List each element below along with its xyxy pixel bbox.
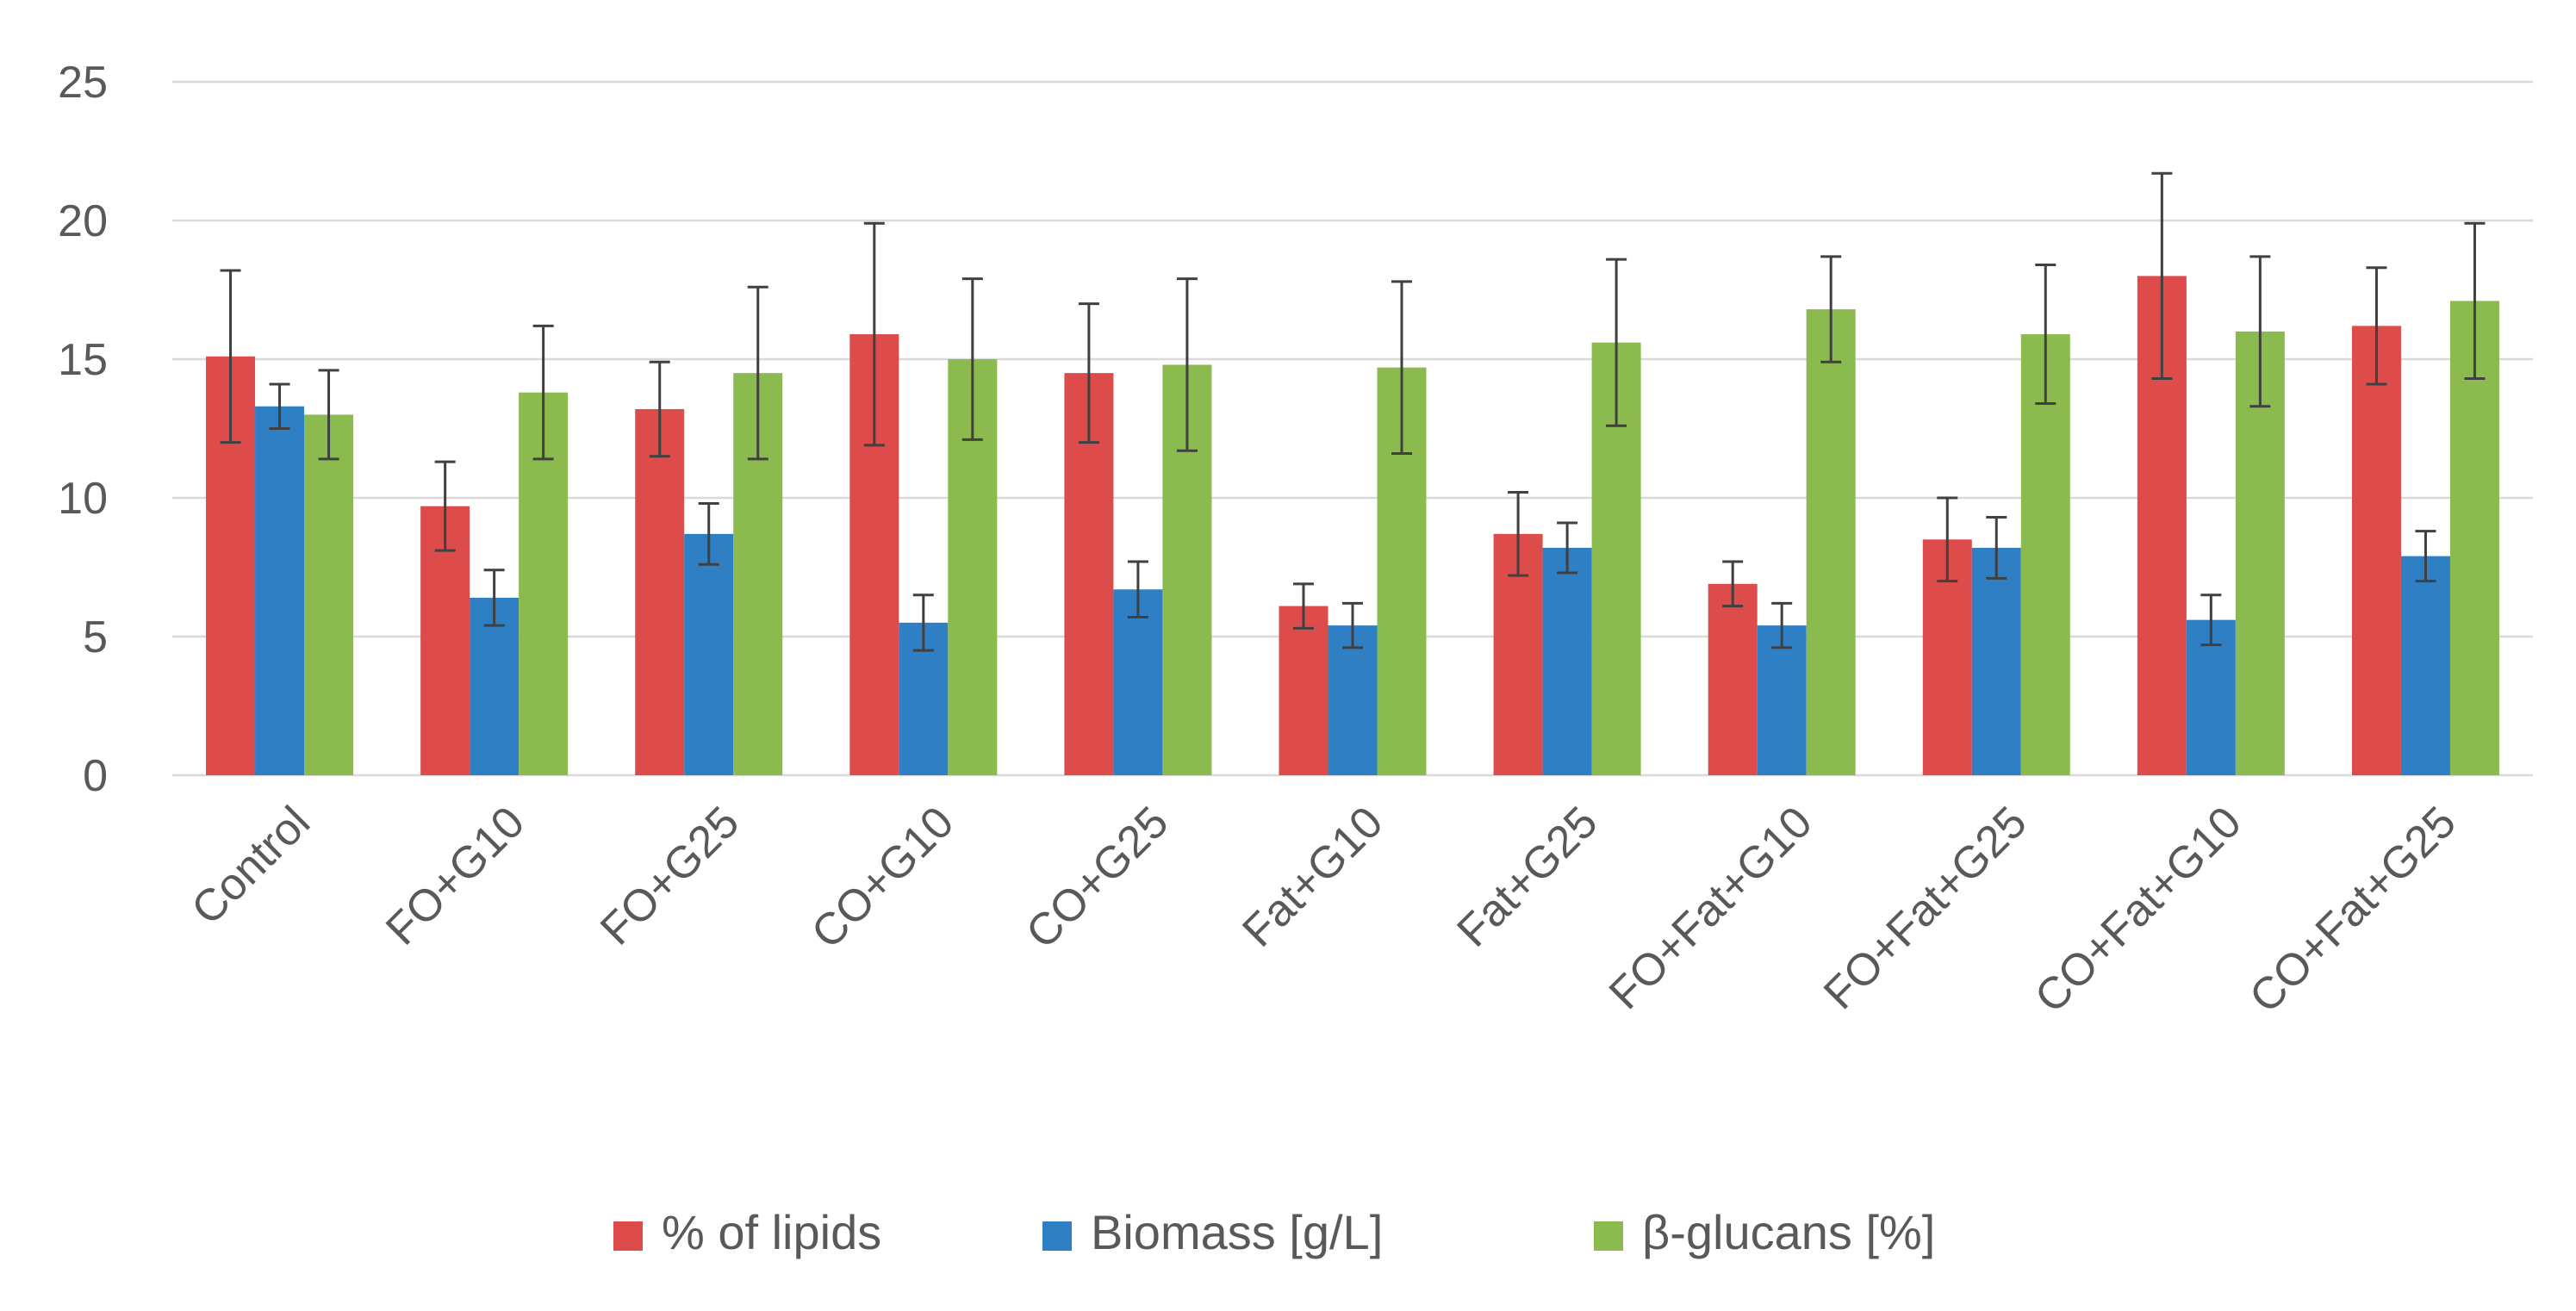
bar-Control-1 — [255, 406, 305, 775]
error-bar-Fat+G10-2 — [1391, 280, 1412, 455]
error-bar-Fat+G10-0 — [1293, 582, 1314, 630]
error-bar-CO+G10-0 — [863, 221, 885, 447]
error-bar-CO+Fat+G25-2 — [2464, 221, 2486, 381]
error-bar-FO+Fat+G10-0 — [1722, 560, 1744, 608]
legend-item-1: Biomass [g/L] — [1042, 1205, 1383, 1259]
error-bar-CO+Fat+G10-0 — [2151, 171, 2173, 381]
error-bar-Fat+G10-1 — [1342, 601, 1363, 649]
error-bar-CO+Fat+G25-1 — [2415, 530, 2436, 583]
error-bar-FO+Fat+G10-2 — [1820, 255, 1842, 363]
legend-swatch — [613, 1221, 643, 1251]
error-bar-FO+G25-2 — [747, 285, 768, 461]
error-bar-FO+Fat+G25-2 — [2035, 264, 2056, 406]
error-bar-CO+Fat+G10-2 — [2249, 255, 2271, 408]
bars — [206, 276, 2499, 775]
y-axis-tick-labels: 0 5 10 15 20 25 — [58, 58, 108, 801]
bar-Fat+G10-0 — [1279, 606, 1328, 775]
legend-label: % of lipids — [662, 1205, 881, 1259]
bar-CO+Fat+G25-2 — [2449, 301, 2499, 775]
legend-item-2: β-glucans [%] — [1594, 1205, 1935, 1259]
error-bar-Fat+G25-0 — [1508, 491, 1529, 577]
bar-FO+Fat+G10-2 — [1806, 309, 1856, 775]
y-tick-label: 10 — [58, 474, 108, 524]
error-bar-Fat+G25-1 — [1557, 521, 1578, 575]
bar-CO+Fat+G25-1 — [2400, 556, 2450, 775]
y-tick-label: 0 — [83, 751, 108, 801]
bar-Fat+G25-1 — [1542, 547, 1592, 775]
error-bar-Control-0 — [220, 269, 241, 444]
x-category-label: CO+Fat+G10 — [2025, 797, 2251, 1022]
bar-FO+G25-1 — [684, 533, 734, 775]
error-bar-FO+G10-0 — [434, 460, 456, 552]
error-bar-FO+G25-0 — [649, 360, 670, 458]
error-bar-Fat+G25-2 — [1606, 258, 1627, 427]
error-bar-CO+G25-2 — [1176, 277, 1198, 452]
legend-label: β-glucans [%] — [1642, 1205, 1935, 1259]
x-category-label: Fat+G25 — [1447, 797, 1607, 956]
y-tick-label: 25 — [58, 58, 108, 108]
legend-item-0: % of lipids — [613, 1205, 881, 1259]
bar-FO+Fat+G10-0 — [1708, 583, 1758, 775]
error-bar-CO+G10-2 — [961, 277, 983, 441]
error-bar-FO+Fat+G10-1 — [1771, 601, 1793, 649]
x-category-label: FO+Fat+G25 — [1814, 797, 2037, 1019]
legend: % of lipids Biomass [g/L] β-glucans [%] — [613, 1205, 1935, 1259]
legend-swatch — [1042, 1221, 1072, 1251]
x-category-label: FO+G10 — [376, 797, 534, 954]
x-category-label: Fat+G10 — [1233, 797, 1392, 956]
bar-CO+G25-1 — [1113, 589, 1163, 775]
legend-label: Biomass [g/L] — [1091, 1205, 1383, 1259]
bar-FO+Fat+G25-2 — [2020, 334, 2070, 775]
error-bar-FO+Fat+G25-1 — [1986, 516, 2007, 580]
x-category-label: Control — [182, 797, 320, 935]
error-bar-CO+G25-1 — [1127, 560, 1148, 618]
error-bar-Control-2 — [318, 369, 339, 461]
x-category-label: CO+G25 — [1017, 797, 1178, 958]
error-bar-CO+G10-1 — [912, 593, 934, 652]
error-bars — [220, 171, 2486, 652]
bar-FO+Fat+G25-1 — [1971, 547, 2021, 775]
y-tick-label: 5 — [83, 612, 108, 662]
y-tick-label: 20 — [58, 196, 108, 246]
error-bar-FO+G10-2 — [532, 324, 554, 461]
bar-FO+G10-1 — [470, 597, 520, 775]
y-tick-label: 15 — [58, 335, 108, 385]
x-category-label: FO+Fat+G10 — [1600, 797, 1822, 1019]
error-bar-FO+Fat+G25-0 — [1937, 496, 1958, 583]
error-bar-CO+G25-0 — [1078, 302, 1099, 444]
legend-swatch — [1594, 1221, 1623, 1251]
x-category-label: CO+G10 — [802, 797, 963, 958]
bar-Fat+G10-1 — [1328, 625, 1378, 775]
x-category-label: FO+G25 — [591, 797, 749, 954]
bar-FO+Fat+G10-1 — [1757, 625, 1807, 775]
x-axis-category-labels: Control FO+G10 FO+G25 CO+G10 CO+G25 Fat+G10 Fa… — [182, 797, 2465, 1022]
x-category-label: CO+Fat+G25 — [2240, 797, 2466, 1022]
error-bar-CO+Fat+G25-0 — [2366, 266, 2387, 386]
error-bar-FO+G10-1 — [483, 569, 505, 627]
bar-Control-2 — [304, 414, 354, 775]
error-bar-CO+Fat+G10-1 — [2200, 593, 2222, 647]
bar-FO+G25-0 — [635, 408, 685, 775]
error-bar-FO+G25-1 — [698, 501, 719, 566]
bar-CO+Fat+G25-0 — [2351, 326, 2401, 775]
error-bar-Control-1 — [269, 382, 290, 430]
